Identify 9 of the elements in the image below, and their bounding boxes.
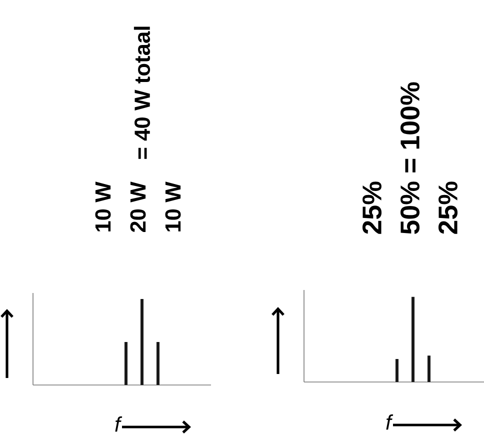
text: 10 W xyxy=(165,182,181,232)
x-axis-title: f xyxy=(115,416,122,432)
text: 25% xyxy=(362,182,382,234)
text: 25% xyxy=(438,182,458,234)
x-axis-title: f xyxy=(386,414,394,430)
text: 20 W xyxy=(130,182,146,232)
text: = 40 W totaal xyxy=(134,26,150,159)
text: 10 W xyxy=(95,182,111,232)
text: 50% = 100% xyxy=(400,82,420,234)
